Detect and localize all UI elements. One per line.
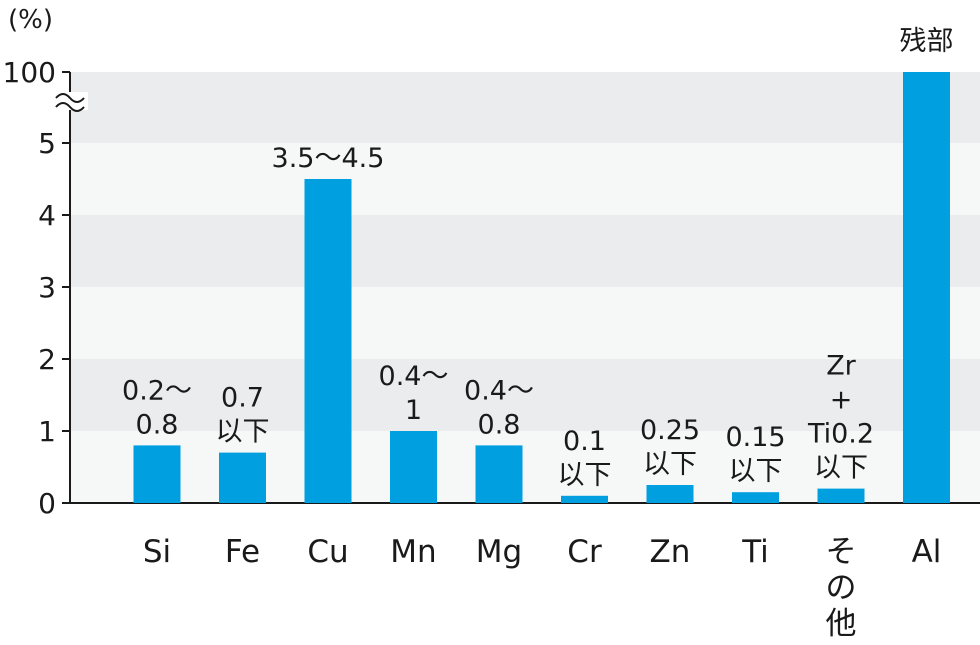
y-tick-label: 1	[38, 415, 56, 448]
category-label: Mn	[390, 534, 436, 570]
bar-Cr	[561, 495, 608, 503]
bar-Al	[903, 72, 950, 503]
category-label: Cu	[307, 534, 348, 570]
data-label: 残部	[900, 26, 954, 57]
grid-bands	[70, 72, 980, 503]
bar-Fe	[219, 452, 266, 503]
grid-band	[70, 287, 980, 359]
category-label: Si	[143, 534, 171, 570]
data-label: 3.5〜4.5	[272, 143, 385, 174]
data-label: 以下	[729, 456, 783, 487]
bar-Ti	[732, 492, 779, 503]
bar-Mg	[475, 445, 523, 503]
bar-Si	[133, 445, 181, 503]
grid-band	[70, 215, 980, 287]
category-label: そ	[826, 534, 857, 570]
category-label: Mg	[476, 534, 522, 570]
axis-break-symbol	[54, 92, 88, 112]
grid-band	[70, 359, 980, 431]
data-label: 0.1	[563, 426, 606, 457]
category-label: Al	[912, 534, 942, 570]
category-label: の	[826, 570, 857, 606]
grid-band	[70, 72, 980, 143]
category-label: Cr	[567, 534, 602, 570]
data-label: 以下	[558, 460, 612, 491]
data-label: 0.7	[221, 383, 264, 414]
category-label: Fe	[225, 534, 260, 570]
data-label: 以下	[814, 453, 868, 484]
y-tick-label: 3	[38, 271, 56, 304]
data-label: 0.8	[478, 409, 521, 440]
y-tick-label: 100	[3, 56, 56, 89]
bar-Zn	[646, 485, 694, 503]
y-tick-label: 4	[38, 199, 56, 232]
category-label: 他	[826, 606, 857, 642]
data-label: 0.4〜	[464, 375, 534, 406]
y-tick-label: 0	[38, 487, 56, 520]
y-tick-label: 2	[38, 343, 56, 376]
bars	[133, 72, 950, 503]
data-label: 0.8	[136, 409, 179, 440]
bar-その他	[817, 488, 865, 503]
data-label: 以下	[216, 417, 270, 448]
data-label: 0.15	[725, 422, 785, 453]
data-label: 以下	[643, 449, 697, 480]
bar-Cu	[304, 179, 352, 503]
data-label: 0.2〜	[122, 375, 192, 406]
data-label: 0.4〜	[379, 361, 449, 392]
bar-Mn	[390, 431, 437, 503]
data-label: 1	[405, 395, 422, 426]
data-label: Ti0.2	[807, 419, 874, 450]
data-label: Zr	[826, 351, 856, 382]
data-labels: 0.2〜0.80.7以下3.5〜4.50.4〜10.4〜0.80.1以下0.25…	[122, 26, 953, 491]
category-labels: Si Fe Cu Mn Mg Cr Zn Ti その他 Al	[143, 534, 942, 642]
grid-band	[70, 143, 980, 215]
category-label: Ti	[741, 534, 769, 570]
category-label: Zn	[650, 534, 691, 570]
y-tick-label: 5	[38, 127, 56, 160]
data-label: +	[830, 385, 853, 416]
unit-label: (%)	[8, 5, 53, 35]
data-label: 0.25	[640, 415, 700, 446]
y-tick-labels: 0 1 2 3 4 5 100	[3, 56, 70, 520]
